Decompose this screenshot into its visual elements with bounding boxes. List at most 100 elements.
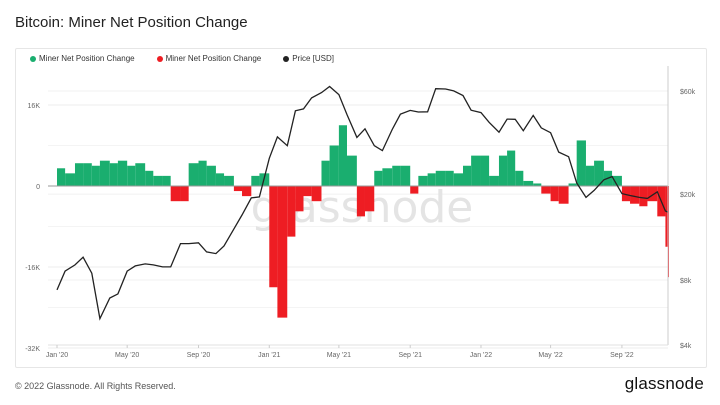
bar-positive (568, 183, 577, 186)
bar-positive (206, 165, 216, 186)
bar-negative (303, 186, 312, 197)
bar-negative (356, 186, 365, 217)
x-tick-label: Jan '22 (470, 352, 492, 359)
y-left-tick-label: -16K (25, 265, 40, 272)
bar-positive (224, 175, 234, 186)
bar-positive (392, 165, 401, 186)
bar-positive (533, 183, 542, 186)
y-left-tick-label: -32K (25, 346, 40, 353)
bar-positive (594, 160, 604, 186)
bar-negative (639, 186, 648, 207)
bar-positive (338, 125, 347, 186)
bar-positive (83, 163, 92, 186)
chart-card (15, 48, 707, 368)
bar-positive (489, 175, 499, 186)
legend-dot-red (156, 55, 163, 62)
bar-positive (445, 170, 454, 186)
y-left-tick-label: 16K (28, 103, 41, 110)
bar-negative (269, 186, 278, 288)
x-tick-label: Sep '22 (610, 352, 634, 359)
bar-negative (541, 186, 551, 194)
bar-negative (170, 186, 181, 202)
bar-negative (311, 186, 322, 202)
bar-negative (180, 186, 189, 202)
bar-positive (463, 165, 472, 186)
bar-positive (99, 160, 110, 186)
bar-positive (91, 165, 100, 186)
bar-positive (347, 155, 357, 186)
bar-positive (427, 173, 436, 186)
x-tick-label: Jan '20 (46, 352, 68, 359)
bar-negative (295, 186, 304, 212)
bar-positive (162, 175, 171, 186)
x-tick-label: Jan '21 (258, 352, 280, 359)
y-left-tick-label: 0 (36, 184, 40, 191)
legend-item-price[interactable]: Price [USD] (283, 54, 334, 63)
legend-label: Miner Net Position Change (39, 54, 135, 63)
bar-positive (523, 180, 534, 186)
price-line (56, 85, 669, 321)
bar-negative (233, 186, 243, 192)
bar-positive (576, 140, 586, 186)
bar-positive (57, 168, 66, 186)
bar-positive (507, 150, 516, 186)
bar-positive (198, 160, 207, 186)
glassnode-logo[interactable]: glassnode (624, 374, 704, 393)
bar-negative (364, 186, 375, 212)
x-tick-label: Sep '20 (187, 352, 211, 359)
bar-negative (630, 186, 640, 204)
copyright: © 2022 Glassnode. All Rights Reserved. (15, 381, 176, 391)
bar-positive (435, 170, 446, 186)
bar-positive (453, 173, 463, 186)
legend: Miner Net Position Change Miner Net Posi… (30, 54, 334, 63)
x-tick-label: May '20 (115, 352, 139, 359)
bar-negative (410, 186, 419, 194)
bar-positive (109, 163, 118, 186)
bar-positive (612, 175, 622, 186)
bar-negative (621, 186, 631, 202)
legend-item-positive[interactable]: Miner Net Position Change (30, 54, 135, 63)
bar-positive (135, 163, 146, 186)
bar-positive (321, 160, 330, 186)
bar-positive (382, 168, 393, 186)
bar-positive (188, 163, 199, 186)
bar-negative (242, 186, 252, 197)
bar-positive (215, 173, 225, 186)
legend-dot-green (30, 55, 36, 62)
legend-label: Miner Net Position Change (165, 54, 262, 63)
bar-positive (418, 175, 428, 186)
x-tick-label: May '21 (327, 352, 351, 359)
bar-positive (127, 165, 136, 186)
legend-label: Price [USD] (292, 54, 335, 63)
bar-positive (65, 173, 75, 186)
bar-negative (665, 186, 668, 247)
y-right-tick-label: $8k (680, 278, 692, 285)
bar-negative (277, 186, 288, 318)
bar-positive (374, 170, 383, 186)
bar-positive (74, 163, 84, 186)
bar-negative (550, 186, 559, 202)
bar-positive (498, 155, 508, 186)
bar-positive (145, 170, 154, 186)
bar-positive (400, 165, 411, 186)
legend-item-negative[interactable]: Miner Net Position Change (156, 54, 262, 63)
bar-positive (480, 155, 490, 186)
bar-positive (117, 160, 128, 186)
legend-dot-black (283, 55, 290, 62)
y-right-tick-label: $4k (680, 343, 692, 350)
bar-positive (329, 145, 339, 186)
bar-positive (153, 175, 163, 186)
y-right-tick-label: $20k (680, 192, 696, 199)
bar-positive (471, 155, 481, 186)
bar-negative (287, 186, 296, 237)
bar-positive (251, 175, 260, 186)
bar-negative (647, 186, 658, 202)
page-title: Bitcoin: Miner Net Position Change (15, 14, 248, 31)
y-right-tick-label: $60k (680, 89, 696, 96)
x-tick-label: Sep '21 (398, 352, 422, 359)
bar-positive (585, 165, 595, 186)
bar-positive (515, 170, 524, 186)
bar-negative (558, 186, 569, 204)
x-tick-label: May '22 (538, 352, 562, 359)
